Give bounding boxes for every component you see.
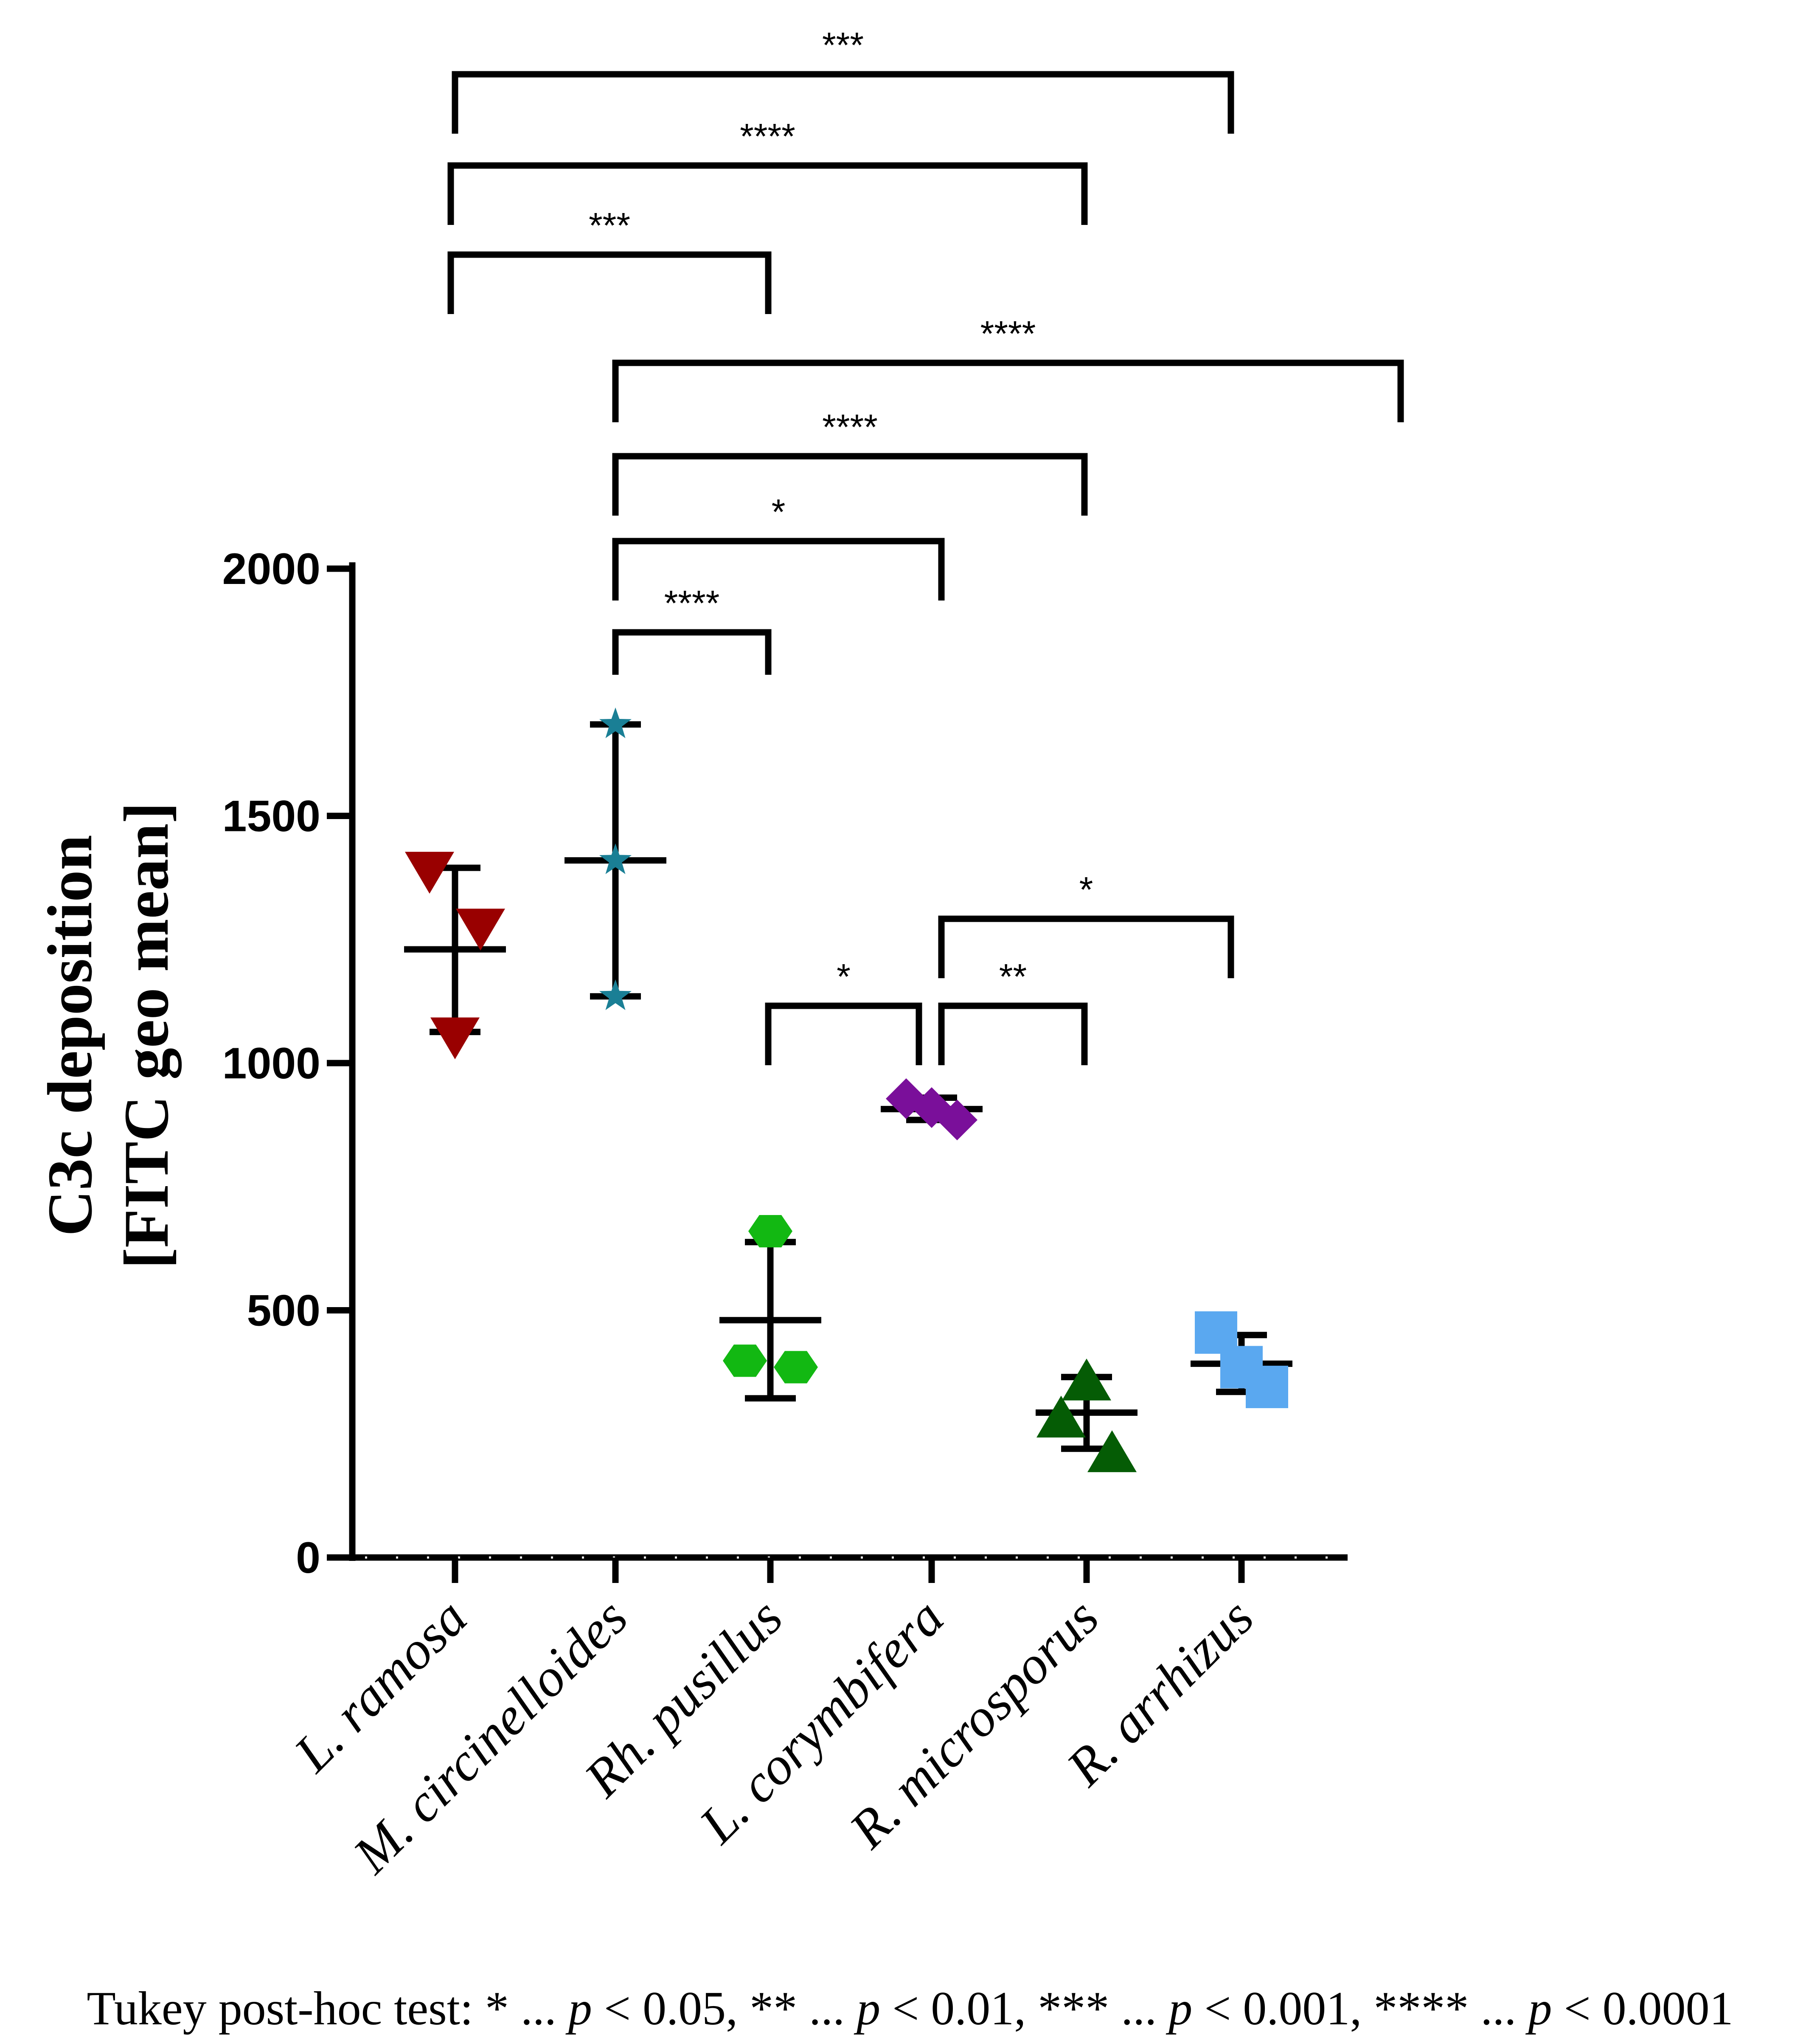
significance-bracket [612,538,945,601]
y-tick-label: 1000 [222,1039,320,1088]
significance-bracket [612,359,1404,422]
y-axis-title-line2: [FITC geo mean] [111,802,182,1269]
data-point [1062,1358,1111,1400]
significance-label: * [772,492,786,532]
significance-label: **** [980,314,1036,354]
data-point [599,707,632,738]
data-point [456,909,505,951]
footnote: Tukey post-hoc test: * ... p < 0.05, ** … [87,1982,1733,2035]
error-bars [404,721,1292,1452]
significance-label: * [1079,870,1093,909]
data-point [599,843,632,874]
significance-label: * [837,957,851,996]
significance-bracket [612,629,772,675]
significance-label: ** [999,957,1027,996]
data-point [723,1344,767,1377]
data-point [748,1215,792,1248]
significance-bracket [765,1002,922,1065]
significance-label: *** [822,25,864,65]
significance-label: *** [589,205,630,245]
data-point [937,1099,977,1140]
y-tick-label: 0 [296,1533,320,1583]
significance-bracket [612,453,1088,516]
y-tick-label: 2000 [222,544,320,594]
significance-bracket [447,162,1088,225]
y-tick-label: 1500 [222,792,320,841]
data-point [599,979,632,1010]
significance-brackets: ************************* ** [447,25,1404,1065]
significance-bracket [452,71,1234,134]
significance-label: **** [664,583,720,623]
significance-label: **** [822,407,878,447]
x-tick-label: M. circinelloides [342,1588,639,1885]
data-point [1087,1430,1137,1472]
data-point [1036,1395,1086,1438]
y-tick-label: 500 [247,1286,320,1336]
data-point [430,1017,480,1060]
data-points [405,707,1288,1472]
data-point [405,852,454,894]
significance-label: **** [740,116,795,156]
significance-bracket [938,1002,1088,1065]
data-point [1246,1366,1288,1409]
significance-bracket [447,251,772,314]
data-point [774,1351,818,1384]
axes [327,562,1348,1583]
y-axis-title-line1: C3c deposition [35,835,105,1236]
significance-bracket [938,915,1234,978]
